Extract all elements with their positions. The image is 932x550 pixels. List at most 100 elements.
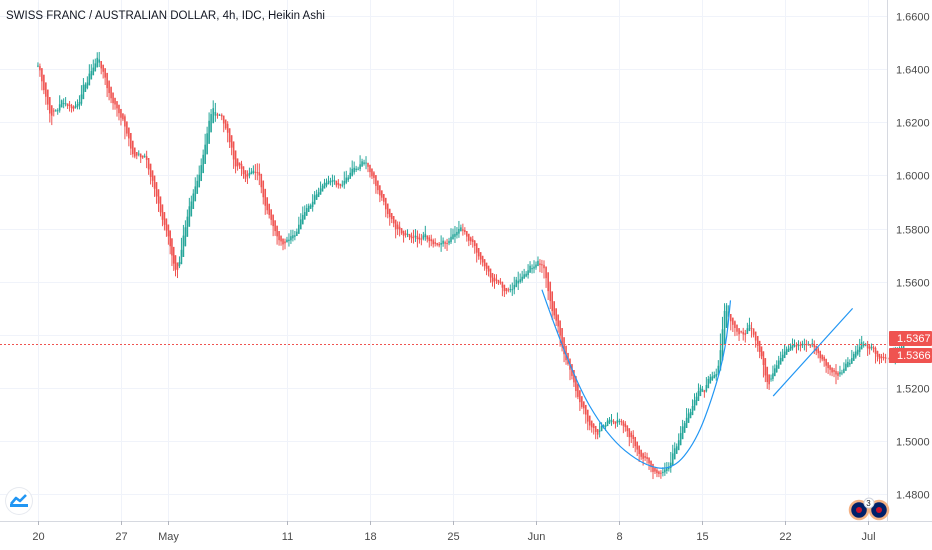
drawings[interactable] <box>541 289 854 469</box>
candle <box>509 284 512 293</box>
candle-body <box>200 165 202 182</box>
candle <box>525 271 527 278</box>
candle-body <box>758 340 761 352</box>
candle <box>311 194 314 212</box>
candle <box>319 181 322 195</box>
candle-body <box>583 401 585 409</box>
candle <box>636 441 638 457</box>
candle <box>679 426 682 446</box>
candle-body <box>872 347 875 349</box>
candle <box>414 229 417 242</box>
candle-body <box>535 264 537 268</box>
candle-body <box>460 227 462 232</box>
candle-body <box>501 281 504 288</box>
candle <box>632 430 635 448</box>
rounding-bottom-curve[interactable] <box>541 289 732 469</box>
candle <box>286 236 288 243</box>
candle-body <box>163 212 166 225</box>
candle-body <box>294 235 296 237</box>
candle <box>703 389 706 398</box>
tradingview-logo-icon[interactable] <box>6 488 32 514</box>
candle <box>186 209 189 237</box>
candle <box>527 264 529 279</box>
candle <box>831 367 833 377</box>
candle-body <box>319 188 322 195</box>
candle <box>719 333 722 371</box>
candle <box>646 452 648 464</box>
time-tick-label: 11 <box>282 531 293 543</box>
candle-body <box>292 235 294 239</box>
candle-body <box>764 358 767 376</box>
candle-body <box>831 367 833 373</box>
candle-body <box>565 345 567 361</box>
candle <box>345 170 348 185</box>
price-tick-label: 1.4800 <box>896 490 930 502</box>
candle <box>497 279 500 285</box>
candle-body <box>746 328 749 334</box>
candle-body <box>740 331 742 333</box>
candle-body <box>386 203 389 215</box>
candle <box>847 357 849 368</box>
candle <box>363 159 365 166</box>
candle <box>182 224 185 257</box>
candle <box>752 328 755 338</box>
candle <box>868 344 871 355</box>
trend-line[interactable] <box>772 307 854 397</box>
candle-body <box>454 233 456 237</box>
candle <box>296 228 298 237</box>
candle-body <box>477 247 480 257</box>
candle-body <box>760 346 763 357</box>
candle-body <box>446 242 448 244</box>
candle <box>442 237 444 247</box>
candle-body <box>284 241 286 244</box>
candle <box>878 353 881 365</box>
candle <box>88 64 91 86</box>
candle-body <box>135 152 138 156</box>
price-axis[interactable]: 1.66001.64001.62001.60001.58001.56001.54… <box>896 12 930 502</box>
candle-body <box>450 236 452 243</box>
candle <box>159 196 162 217</box>
candle <box>137 150 140 157</box>
candle-body <box>72 106 75 109</box>
candle <box>614 421 617 429</box>
candle-body <box>351 168 353 176</box>
candle <box>222 115 225 133</box>
candle-body <box>606 420 609 427</box>
candle-body <box>238 162 241 166</box>
ideas-badge[interactable]: 3 <box>848 496 890 524</box>
candle-body <box>145 156 148 160</box>
candle-body <box>458 228 460 234</box>
candle-body <box>436 243 438 245</box>
candle-body <box>902 345 905 350</box>
candle-body <box>394 219 397 230</box>
candle-body <box>128 127 130 139</box>
candle-body <box>96 57 99 68</box>
candle <box>483 259 486 271</box>
candle-body <box>559 320 561 336</box>
candle <box>246 170 249 184</box>
time-axis[interactable]: 20 27 May 11 18 25 Jun 8 15 22 Jul <box>32 521 876 543</box>
last-price-label: 1.5367 <box>897 333 931 345</box>
candle <box>549 281 552 310</box>
candle <box>192 189 195 210</box>
candle <box>145 150 148 169</box>
candle-body <box>575 376 577 392</box>
candle-body <box>402 230 405 236</box>
candle <box>793 339 796 348</box>
candle-body <box>282 238 284 245</box>
candle <box>531 264 533 274</box>
candle-body <box>471 239 474 242</box>
candle <box>47 89 49 111</box>
candle-body <box>547 272 549 292</box>
candle <box>37 62 39 68</box>
candle-body <box>137 153 140 155</box>
candle <box>819 350 821 363</box>
candle-body <box>464 230 466 233</box>
candle-body <box>634 436 637 447</box>
candle <box>212 100 215 124</box>
candle <box>248 167 251 179</box>
candle <box>559 320 561 347</box>
candle <box>64 97 67 107</box>
candle-body <box>654 467 656 472</box>
